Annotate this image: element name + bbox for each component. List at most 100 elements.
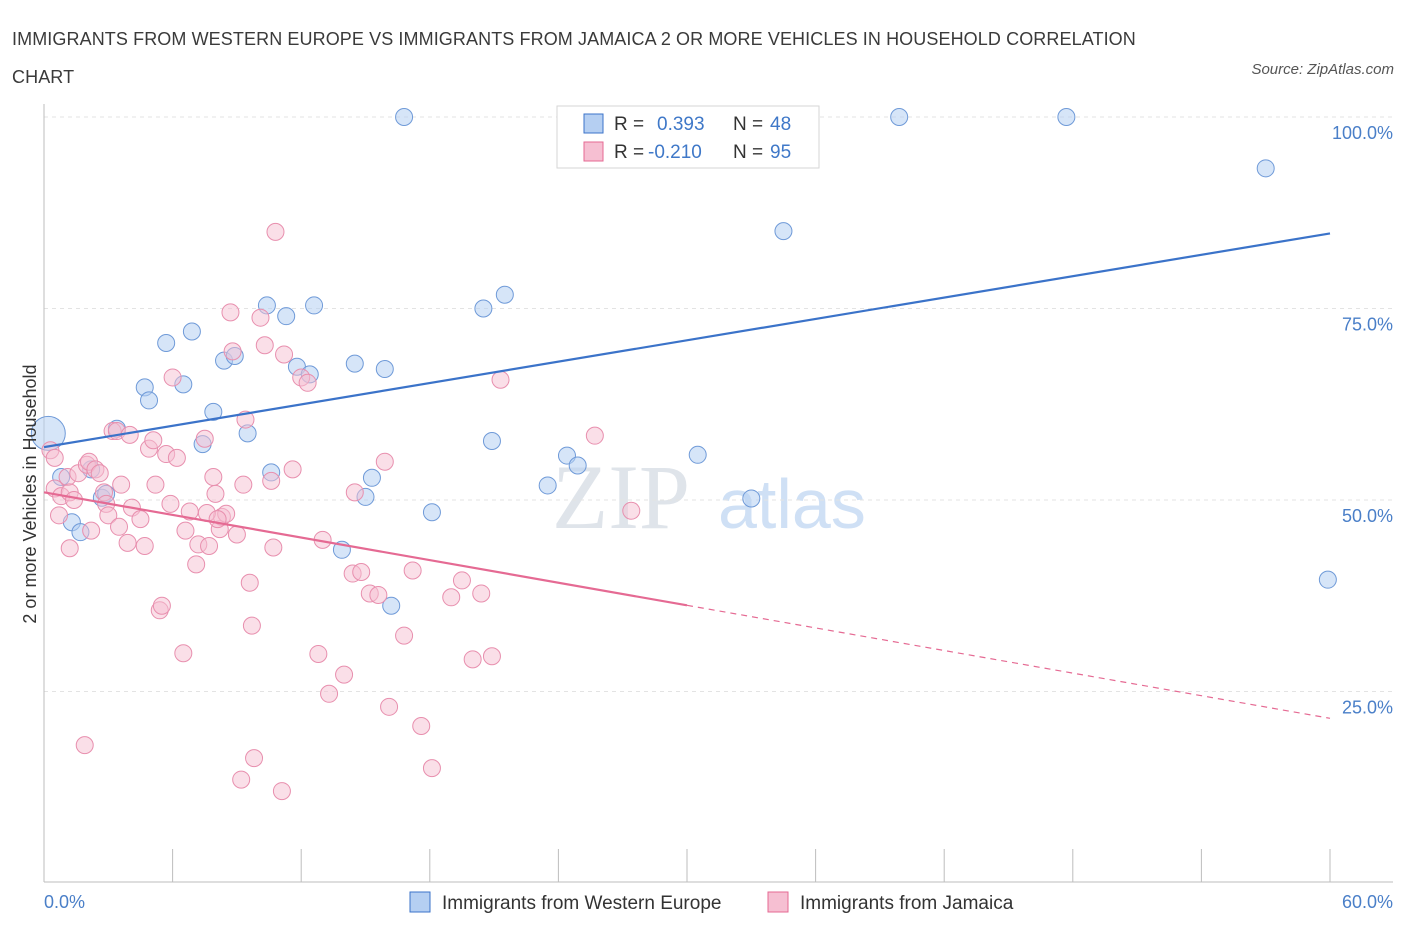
legend-r-label-blue: R = bbox=[614, 114, 644, 135]
legend-r-value-blue: 0.393 bbox=[657, 114, 705, 135]
western-europe-point-33 bbox=[482, 432, 501, 451]
jamaica-point-6 bbox=[60, 539, 79, 558]
jamaica-point-29 bbox=[144, 431, 163, 450]
jamaica-point-77 bbox=[403, 561, 422, 580]
jamaica-point-54 bbox=[240, 573, 259, 592]
x-tick-label-max: 60.0% bbox=[1342, 892, 1393, 912]
jamaica-point-56 bbox=[251, 308, 270, 327]
trend-lines bbox=[43, 232, 1331, 719]
western-europe-point-42 bbox=[774, 222, 793, 241]
western-europe-point-10 bbox=[157, 333, 176, 352]
jamaica-point-87 bbox=[622, 501, 641, 520]
western-europe-point-28 bbox=[375, 360, 394, 379]
jamaica-point-91 bbox=[245, 749, 264, 768]
jamaica-point-37 bbox=[174, 644, 193, 663]
western-europe-point-37 bbox=[568, 456, 587, 475]
western-europe-point-32 bbox=[474, 299, 493, 318]
jamaica-point-22 bbox=[112, 475, 131, 494]
series-label-pink: Immigrants from Jamaica bbox=[800, 893, 1014, 914]
jamaica-point-52 bbox=[234, 475, 253, 494]
y-tick-label-100: 100.0% bbox=[1332, 123, 1393, 143]
jamaica-point-15 bbox=[90, 464, 109, 483]
western-europe-point-29 bbox=[382, 596, 401, 615]
jamaica-point-86 bbox=[585, 426, 604, 445]
western-europe-point-25 bbox=[345, 354, 364, 373]
series-label-blue: Immigrants from Western Europe bbox=[442, 893, 721, 914]
western-europe-point-34 bbox=[495, 285, 514, 304]
jamaica-point-79 bbox=[422, 759, 441, 778]
jamaica-point-58 bbox=[262, 471, 281, 490]
western-europe-point-44 bbox=[1057, 108, 1076, 126]
western-europe-point-45 bbox=[1256, 159, 1275, 178]
jamaica-point-82 bbox=[463, 650, 482, 669]
jamaica-point-61 bbox=[275, 345, 294, 364]
series-swatch-blue bbox=[409, 891, 431, 913]
jamaica-point-36 bbox=[167, 448, 186, 467]
jamaica-point-62 bbox=[283, 460, 302, 479]
western-europe-point-12 bbox=[182, 322, 201, 341]
y-tick-labels: 25.0% 50.0% 75.0% 100.0% bbox=[1332, 123, 1393, 718]
jamaica-point-38 bbox=[176, 521, 195, 540]
jamaica-point-74 bbox=[375, 452, 394, 471]
western-europe-point-35 bbox=[538, 476, 557, 495]
jamaica-point-78 bbox=[412, 716, 431, 735]
jamaica-point-8 bbox=[65, 491, 84, 509]
western-europe-point-14 bbox=[204, 402, 223, 421]
jamaica-point-84 bbox=[482, 647, 501, 666]
series-swatch-pink bbox=[767, 891, 789, 913]
jamaica-point-64 bbox=[298, 373, 317, 392]
jamaica-point-89 bbox=[208, 510, 227, 529]
western-europe-point-23 bbox=[305, 296, 324, 315]
jamaica-point-75 bbox=[380, 697, 399, 716]
legend-n-label-pink: N = bbox=[733, 142, 763, 163]
western-europe-point-46 bbox=[1318, 570, 1337, 589]
jamaica-point-73 bbox=[369, 585, 388, 604]
jamaica-point-32 bbox=[152, 596, 171, 615]
jamaica-point-85 bbox=[491, 370, 510, 389]
jamaica-point-71 bbox=[352, 563, 371, 582]
jamaica-point-42 bbox=[195, 429, 214, 448]
jamaica-point-70 bbox=[345, 483, 364, 502]
western-europe-point-27 bbox=[362, 468, 381, 487]
source-label: Source: ZipAtlas.com bbox=[1251, 61, 1394, 78]
jamaica-point-10 bbox=[75, 736, 94, 755]
western-europe-point-30 bbox=[395, 108, 414, 126]
gridlines bbox=[44, 116, 1393, 692]
jamaica-point-49 bbox=[221, 303, 240, 322]
y-tick-label-75: 75.0% bbox=[1342, 315, 1393, 335]
legend-swatch-blue bbox=[583, 113, 604, 134]
trend-line-jamaica-extrapolated bbox=[686, 604, 1331, 719]
jamaica-point-35 bbox=[163, 368, 182, 387]
jamaica-point-51 bbox=[227, 525, 246, 544]
jamaica-point-43 bbox=[200, 536, 219, 555]
series-legend: Immigrants from Western Europe Immigrant… bbox=[409, 891, 1014, 914]
jamaica-point-26 bbox=[131, 510, 150, 529]
jamaica-point-45 bbox=[206, 484, 225, 503]
western-europe-point-39 bbox=[688, 445, 707, 464]
chart-title: IMMIGRANTS FROM WESTERN EUROPE VS IMMIGR… bbox=[12, 29, 1136, 87]
jamaica-point-92 bbox=[272, 782, 291, 801]
jamaica-point-44 bbox=[204, 468, 223, 487]
jamaica-point-68 bbox=[335, 665, 354, 684]
jamaica-point-55 bbox=[242, 616, 261, 635]
jamaica-point-30 bbox=[146, 475, 165, 494]
jamaica-point-65 bbox=[309, 644, 328, 663]
jamaica-point-3 bbox=[50, 506, 69, 525]
y-axis-title: 2 or more Vehicles in Household bbox=[20, 364, 40, 623]
western-europe-point-9 bbox=[140, 391, 159, 410]
y-tick-label-50: 50.0% bbox=[1342, 506, 1393, 526]
jamaica-point-13 bbox=[82, 521, 101, 540]
correlation-legend: R = 0.393 N = 48 R = -0.210 N = 95 bbox=[556, 105, 820, 169]
jamaica-point-34 bbox=[161, 494, 180, 513]
western-europe-point-43 bbox=[890, 108, 909, 126]
jamaica-point-76 bbox=[395, 626, 414, 645]
western-europe-point-41 bbox=[742, 489, 761, 508]
western-europe-point-20 bbox=[277, 307, 296, 326]
legend-swatch-pink bbox=[583, 141, 604, 162]
jamaica-point-18 bbox=[99, 506, 118, 525]
jamaica-point-80 bbox=[442, 588, 461, 607]
jamaica-point-57 bbox=[255, 336, 274, 355]
jamaica-point-67 bbox=[320, 684, 339, 703]
legend-r-value-pink: -0.210 bbox=[648, 142, 702, 163]
